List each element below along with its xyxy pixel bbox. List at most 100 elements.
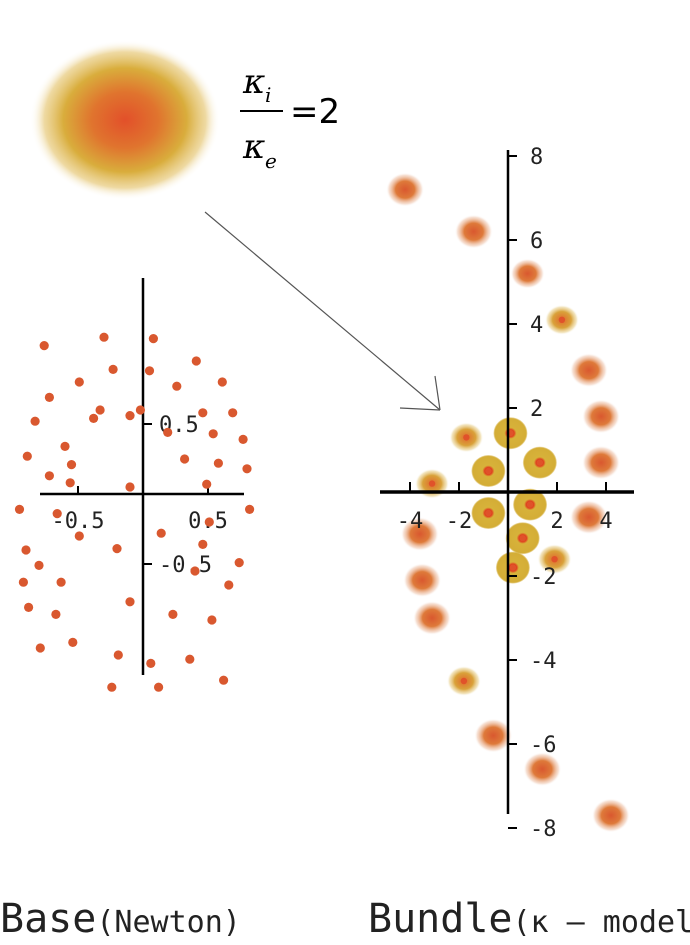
bundle-point-core bbox=[519, 535, 526, 542]
base-point bbox=[30, 416, 40, 426]
base-point bbox=[24, 602, 34, 613]
base-point bbox=[21, 545, 31, 555]
base-point bbox=[180, 454, 190, 464]
base-point bbox=[34, 560, 44, 571]
bundle-point bbox=[569, 353, 608, 388]
base-point bbox=[68, 637, 78, 648]
base-point bbox=[168, 609, 178, 620]
base-caption: Base(Newton) bbox=[0, 896, 241, 942]
bundle-point-core bbox=[428, 480, 436, 487]
bundle-point bbox=[400, 517, 439, 551]
bundle-point bbox=[523, 752, 562, 787]
base-point bbox=[113, 650, 123, 660]
bundle-y-tick-label: -6 bbox=[530, 733, 557, 758]
bundle-y-tick-label: -4 bbox=[530, 649, 557, 674]
base-point bbox=[52, 508, 62, 519]
base-point bbox=[224, 580, 234, 590]
base-point bbox=[60, 441, 70, 451]
ratio-denominator-sub: e bbox=[265, 149, 277, 173]
bundle-point bbox=[386, 172, 425, 207]
bundle-point-core bbox=[558, 316, 566, 323]
bundle-point-core bbox=[463, 434, 470, 441]
base-point bbox=[66, 460, 77, 470]
base-point bbox=[107, 682, 117, 692]
base-point bbox=[89, 413, 99, 423]
base-caption-sub: (Newton) bbox=[96, 905, 241, 940]
bundle-caption-sub: (κ – model) bbox=[513, 905, 690, 940]
base-point bbox=[125, 411, 135, 421]
base-point bbox=[172, 381, 182, 391]
base-point bbox=[202, 479, 212, 489]
bundle-y-tick-label: 8 bbox=[530, 145, 543, 170]
base-point bbox=[146, 658, 156, 669]
base-scatter-plot: -0.50.50.5-0.5 bbox=[14, 278, 255, 692]
base-point bbox=[217, 377, 227, 387]
bundle-point bbox=[591, 798, 630, 833]
base-caption-main: Base bbox=[0, 896, 96, 942]
bundle-point-core bbox=[460, 677, 468, 685]
base-point bbox=[208, 429, 218, 439]
base-point bbox=[14, 504, 25, 514]
base-point bbox=[234, 558, 244, 568]
base-point bbox=[22, 451, 32, 461]
kernel-blob bbox=[30, 40, 220, 200]
bundle-point bbox=[454, 214, 493, 249]
base-point bbox=[154, 682, 164, 692]
base-point bbox=[74, 531, 84, 541]
base-point bbox=[148, 334, 158, 344]
ratio-numerator-sub: i bbox=[265, 83, 271, 107]
bundle-y-tick-label: 6 bbox=[530, 229, 543, 254]
bundle-caption-main: Bundle bbox=[368, 896, 513, 942]
base-point bbox=[56, 577, 66, 587]
base-point bbox=[185, 654, 195, 664]
base-point bbox=[190, 566, 200, 576]
base-point bbox=[44, 471, 55, 481]
bundle-x-tick-label: -2 bbox=[446, 509, 473, 534]
base-point bbox=[44, 392, 55, 402]
base-point bbox=[65, 478, 75, 488]
base-point bbox=[228, 408, 238, 418]
base-point bbox=[125, 597, 135, 607]
base-point bbox=[207, 615, 217, 625]
base-point bbox=[156, 528, 166, 538]
bundle-point-core bbox=[526, 501, 534, 508]
base-point bbox=[108, 364, 118, 374]
bundle-point bbox=[403, 563, 442, 598]
bundle-point-core bbox=[551, 556, 558, 563]
ratio-equals: =2 bbox=[290, 92, 340, 132]
base-point bbox=[198, 408, 208, 418]
base-point bbox=[204, 517, 214, 527]
base-point bbox=[35, 643, 45, 653]
ratio-label: κ i κ e =2 bbox=[240, 62, 340, 173]
base-point bbox=[95, 405, 105, 415]
bundle-y-tick-label: -2 bbox=[530, 565, 557, 590]
base-point bbox=[219, 675, 229, 685]
base-point bbox=[125, 482, 135, 492]
bundle-x-tick-label: -4 bbox=[397, 509, 424, 534]
base-point bbox=[51, 609, 61, 620]
base-point bbox=[99, 332, 109, 342]
ratio-denominator: κ bbox=[242, 127, 265, 167]
base-point bbox=[163, 427, 173, 437]
bundle-point bbox=[582, 399, 621, 434]
bundle-y-tick-label: 4 bbox=[530, 313, 543, 338]
bundle-point-core bbox=[536, 459, 544, 466]
bundle-point bbox=[413, 601, 452, 635]
bundle-x-tick-label: 2 bbox=[550, 509, 563, 534]
mapping-arrow bbox=[204, 211, 441, 411]
base-y-tick-label: -0.5 bbox=[159, 553, 212, 578]
ratio-numerator: κ bbox=[242, 62, 265, 102]
base-point bbox=[245, 504, 255, 514]
bundle-y-tick-label: 2 bbox=[530, 397, 543, 422]
bundle-point bbox=[582, 445, 621, 480]
base-point bbox=[112, 544, 122, 554]
base-point bbox=[18, 577, 28, 587]
bundle-point bbox=[569, 500, 608, 535]
bundle-x-tick-label: 4 bbox=[599, 509, 612, 534]
bundle-point bbox=[510, 258, 545, 289]
bundle-point-core bbox=[485, 509, 492, 517]
base-point bbox=[198, 539, 208, 550]
base-point bbox=[238, 434, 248, 444]
bundle-point-core bbox=[485, 467, 492, 475]
